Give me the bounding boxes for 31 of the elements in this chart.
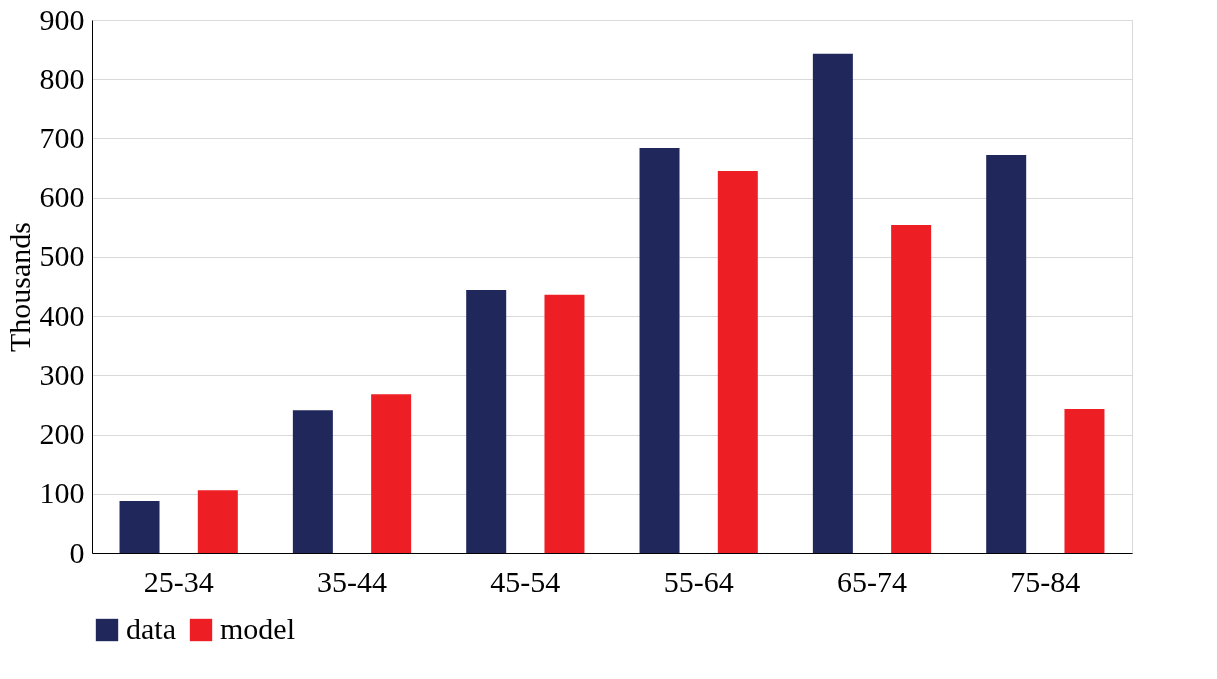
bar [197, 490, 238, 553]
y-tick-label: 100 [39, 476, 85, 510]
bar [717, 171, 758, 553]
y-tick-label: 500 [39, 239, 85, 273]
x-tick-label: 25-34 [143, 564, 214, 598]
bar [292, 410, 333, 553]
y-tick-label: 800 [39, 61, 85, 95]
y-tick-label: 400 [39, 298, 85, 332]
bar [466, 290, 507, 553]
y-tick-label: 0 [69, 535, 85, 569]
y-tick-label: 300 [39, 357, 85, 391]
bar [639, 147, 680, 553]
x-tick-label: 65-74 [837, 564, 907, 598]
x-tick-label: 45-54 [490, 564, 561, 598]
y-axis-title: Thousands [2, 222, 36, 352]
bar [812, 53, 853, 553]
bar [986, 155, 1027, 553]
y-tick-label: 700 [39, 120, 85, 154]
bar [119, 500, 160, 553]
y-tick-label: 600 [39, 180, 85, 214]
bar [891, 224, 932, 553]
legend-label: model [220, 612, 295, 645]
legend-label: data [126, 612, 176, 645]
bar [1064, 409, 1105, 553]
y-tick-label: 200 [39, 417, 85, 451]
x-tick-label: 75-84 [1010, 564, 1081, 598]
x-tick-label: 55-64 [663, 564, 734, 598]
bar [371, 394, 412, 553]
x-tick-label: 35-44 [317, 564, 387, 598]
y-tick-label: 900 [39, 2, 85, 36]
bar [544, 294, 585, 553]
